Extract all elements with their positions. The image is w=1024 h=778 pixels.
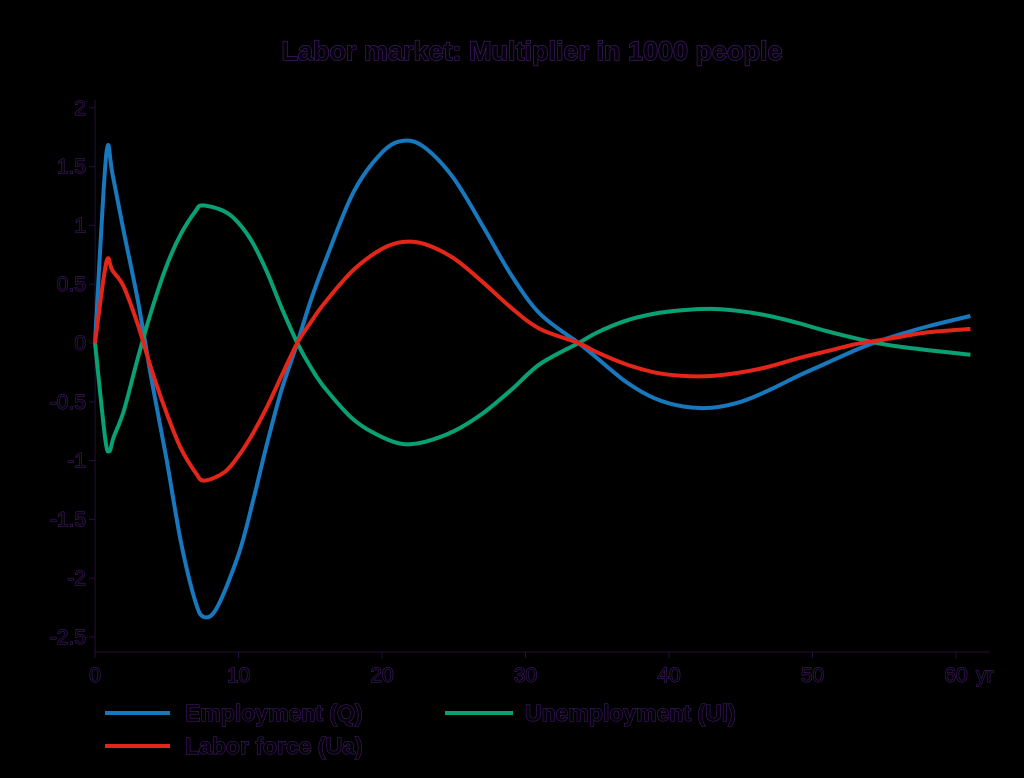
- y-tick-label: -1: [67, 450, 86, 473]
- y-tick-label: 2: [74, 97, 86, 120]
- chart-title: Labor market: Multiplier in 1000 people: [281, 36, 782, 66]
- curve-labor-force-ua: [93, 239, 971, 483]
- x-tick-label: 0: [89, 664, 101, 687]
- legend-label-labor-force: Labor force (Ua): [185, 733, 363, 759]
- tick-labels: 0 10 20 30 40 50 60 2 1.5 1 0.5 0 -0.5 -1 -1.5 -2 -2.5: [49, 96, 968, 687]
- y-tick-label: 1.5: [57, 156, 86, 179]
- x-tick-label: 50: [801, 664, 824, 687]
- y-tick-label: -2: [67, 567, 86, 590]
- y-tick-label: -0.5: [50, 391, 86, 414]
- x-axis-unit-label: yr: [976, 664, 994, 687]
- x-tick-label: 60: [944, 664, 967, 687]
- curve-unemployment-ul: [93, 203, 971, 454]
- legend: Employment (Q) Unemployment (Ul) Labor f…: [105, 700, 736, 760]
- curves: [93, 138, 971, 620]
- y-tick-label: -1.5: [50, 508, 86, 531]
- y-tick-label: 0.5: [57, 273, 86, 296]
- y-tick-label: 0: [74, 332, 86, 355]
- curve-employment-q: [93, 138, 971, 620]
- axis-lines: [94, 100, 990, 653]
- axes: [89, 100, 990, 658]
- legend-label-employment: Employment (Q): [185, 700, 363, 726]
- x-tick-label: 10: [227, 664, 250, 687]
- x-tick-label: 40: [657, 664, 680, 687]
- legend-label-unemployment: Unemployment (Ul): [525, 700, 736, 726]
- y-tick-label: -2.5: [50, 626, 86, 649]
- x-tick-label: 20: [370, 664, 393, 687]
- x-tick-label: 30: [514, 664, 537, 687]
- y-tick-label: 1: [74, 214, 86, 237]
